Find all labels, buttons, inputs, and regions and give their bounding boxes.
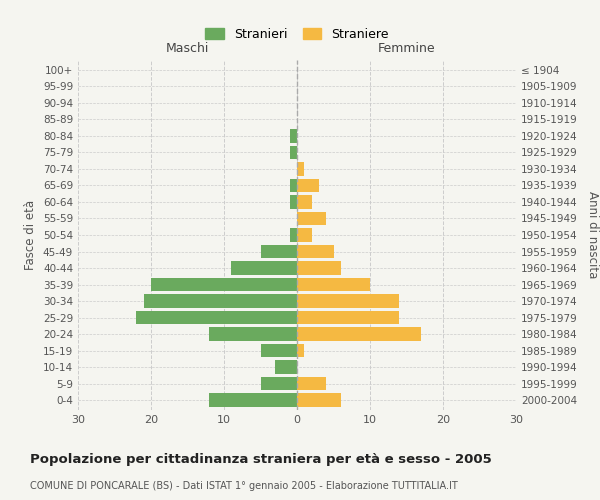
Bar (260, 344, 297, 357)
Bar (297, 394, 341, 406)
Bar (290, 179, 297, 192)
Bar (297, 196, 311, 208)
Text: COMUNE DI PONCARALE (BS) - Dati ISTAT 1° gennaio 2005 - Elaborazione TUTTITALIA.: COMUNE DI PONCARALE (BS) - Dati ISTAT 1°… (30, 481, 458, 491)
Bar (297, 278, 370, 291)
Bar (297, 311, 399, 324)
Y-axis label: Fasce di età: Fasce di età (25, 200, 37, 270)
Bar (297, 328, 421, 340)
Bar (297, 377, 326, 390)
Bar (209, 328, 297, 340)
Bar (290, 146, 297, 159)
Bar (297, 212, 326, 225)
Bar (290, 130, 297, 142)
Text: Popolazione per cittadinanza straniera per età e sesso - 2005: Popolazione per cittadinanza straniera p… (30, 452, 492, 466)
Bar (297, 228, 311, 241)
Y-axis label: Anni di nascita: Anni di nascita (586, 192, 599, 278)
Bar (151, 278, 297, 291)
Bar (290, 228, 297, 241)
Text: Femmine: Femmine (377, 42, 436, 55)
Bar (297, 344, 304, 357)
Bar (297, 262, 341, 274)
Bar (290, 196, 297, 208)
Text: Maschi: Maschi (166, 42, 209, 55)
Bar (209, 394, 297, 406)
Bar (297, 179, 319, 192)
Bar (136, 311, 297, 324)
Bar (260, 377, 297, 390)
Bar (297, 245, 334, 258)
Bar (275, 360, 297, 374)
Bar (260, 245, 297, 258)
Bar (144, 294, 297, 308)
Bar (297, 294, 399, 308)
Bar (232, 262, 297, 274)
Bar (297, 162, 304, 175)
Legend: Stranieri, Straniere: Stranieri, Straniere (202, 24, 392, 44)
